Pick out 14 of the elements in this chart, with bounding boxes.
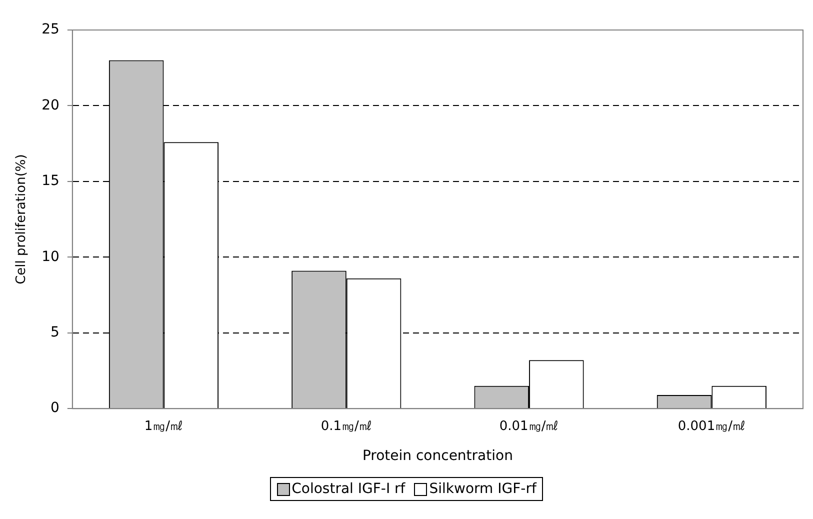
- legend-label: Silkworm IGF-rf: [429, 481, 536, 497]
- legend-label: Colostral IGF-I rf: [292, 481, 406, 497]
- y-tick-label: 25: [42, 22, 60, 38]
- y-tick-label: 0: [50, 400, 60, 416]
- y-tick-label: 5: [50, 324, 60, 341]
- y-tick-label: 20: [42, 97, 60, 114]
- x-tick-label: 1㎎/㎖: [144, 418, 184, 434]
- x-tick-label: 0.01㎎/㎖: [499, 418, 559, 434]
- y-axis-title: Cell proliferation(%): [14, 154, 30, 284]
- x-tick-label: 0.1㎎/㎖: [320, 418, 372, 434]
- y-tick-label: 15: [42, 173, 60, 190]
- x-tick-label: 0.001㎎/㎖: [678, 418, 746, 434]
- y-tick-label: 10: [42, 248, 60, 265]
- x-axis-title: Protein concentration: [362, 448, 513, 464]
